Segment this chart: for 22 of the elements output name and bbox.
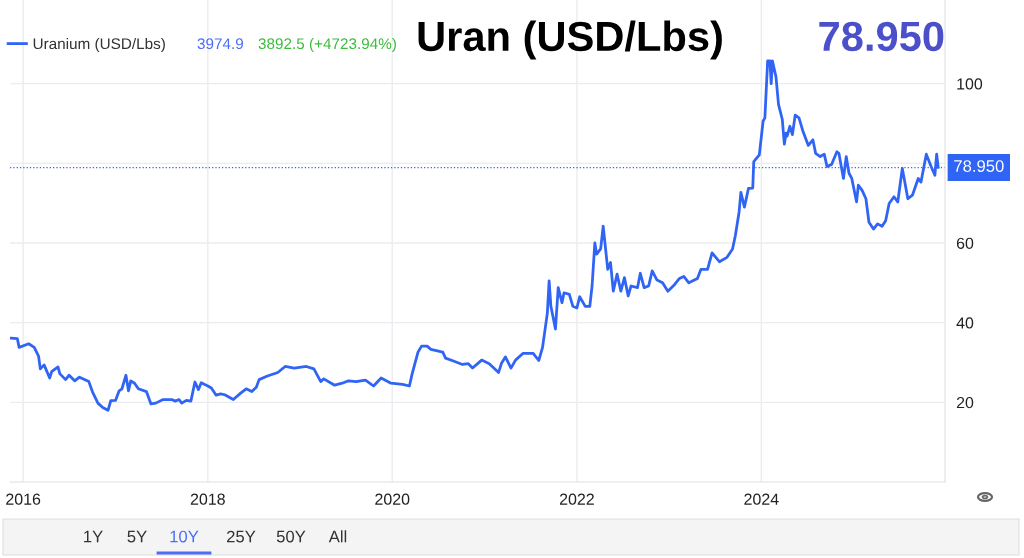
legend-label: Uranium (USD/Lbs) bbox=[33, 37, 165, 53]
y-tick-label: 60 bbox=[956, 237, 974, 249]
text: 5Y bbox=[127, 530, 147, 543]
annotation: 3974.9 bbox=[197, 38, 243, 50]
x-tick-label: 2018 bbox=[190, 493, 225, 505]
chart-title: Uran (USD/Lbs) bbox=[418, 20, 722, 60]
text: 10Y bbox=[170, 530, 199, 543]
annotation: 78.950 bbox=[819, 21, 944, 52]
ref-line-label: 78.950 bbox=[954, 160, 1004, 172]
text: 1Y bbox=[84, 530, 103, 543]
y-tick-label: 100 bbox=[957, 78, 983, 90]
annotation: 3892.5 (+4723.94%) bbox=[258, 37, 396, 53]
y-tick-label: 20 bbox=[956, 396, 974, 409]
x-tick-label: 2022 bbox=[559, 493, 594, 505]
y-tick-label: 40 bbox=[956, 317, 974, 329]
x-tick-label: 2024 bbox=[744, 493, 779, 505]
line-series bbox=[10, 59, 940, 412]
text: 50Y bbox=[276, 530, 306, 543]
text: All bbox=[328, 530, 347, 543]
x-tick-label: 2020 bbox=[375, 493, 410, 505]
x-tick-label: 2016 bbox=[6, 493, 41, 505]
text: 25Y bbox=[227, 530, 256, 543]
